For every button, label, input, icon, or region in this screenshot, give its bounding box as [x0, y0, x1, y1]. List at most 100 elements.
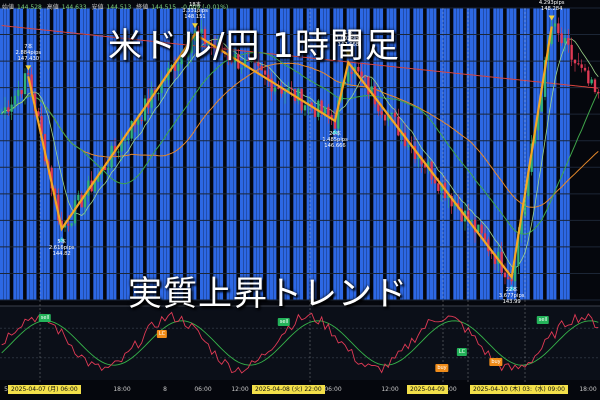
candle-body [117, 151, 120, 153]
session-band [100, 8, 104, 300]
candle-body [263, 70, 267, 75]
chart-subtitle: 実質上昇トレンド [128, 274, 408, 314]
candle-body [520, 215, 523, 234]
change-value: -0.009 (-0.01%) [181, 4, 229, 11]
candle-body [127, 138, 130, 140]
candle-body [383, 114, 387, 121]
candle-body [423, 164, 427, 168]
candle-body [70, 223, 73, 226]
candle-body [393, 112, 397, 117]
annotation-bars: 1本 [344, 30, 353, 37]
candle-body [417, 157, 420, 160]
session-band [313, 8, 317, 300]
chart-title: 米ドル/円 1時間足 [108, 26, 400, 66]
candle-body [570, 44, 573, 60]
candle-body [323, 107, 327, 114]
candle-body [390, 112, 393, 115]
candle-body [377, 104, 380, 112]
session-band [493, 8, 497, 300]
candle-body [360, 71, 363, 77]
candle-body [290, 88, 293, 90]
session-band [456, 8, 460, 300]
candle-body [163, 79, 167, 81]
session-band [520, 8, 524, 300]
candle-body [283, 92, 287, 94]
candle-body [560, 33, 563, 44]
session-band [306, 8, 310, 300]
candle-body [517, 233, 520, 266]
session-band [403, 8, 407, 300]
candle-body [537, 111, 540, 131]
candle-body [227, 54, 230, 60]
candle-body [593, 79, 597, 93]
candle-body [427, 161, 430, 168]
session-band [293, 8, 297, 300]
session-band [80, 8, 84, 300]
session-band [186, 8, 190, 300]
candle-body [190, 40, 193, 54]
candle-body [247, 59, 250, 61]
signal-lc-orange: LC [156, 330, 168, 338]
candle-body [260, 66, 263, 71]
candle-body [420, 157, 423, 165]
session-band [283, 8, 287, 300]
swing-annotation: 1本 1.002pips 147.668 [336, 30, 362, 48]
swing-marker [548, 15, 555, 21]
candle-body [447, 195, 450, 199]
date-tag: 2025-04-08 (火) 22:00 [252, 385, 325, 394]
session-band [320, 8, 324, 300]
session-band [560, 8, 564, 300]
candle-body [373, 86, 377, 105]
candle-body [587, 70, 590, 84]
session-band [296, 8, 300, 300]
session-band [390, 8, 394, 300]
candle-body [413, 145, 417, 160]
session-band [363, 8, 367, 300]
ma-fast [1, 38, 599, 269]
session-band [96, 8, 100, 300]
session-band [56, 8, 60, 300]
candle-body [173, 65, 177, 71]
candle-body [437, 183, 440, 191]
candle-body [83, 195, 87, 208]
candle-body [267, 74, 270, 79]
session-band [546, 8, 550, 300]
session-band [180, 8, 184, 300]
candle-body [387, 114, 390, 121]
session-band [350, 8, 354, 300]
swing-markers [25, 15, 555, 291]
candle-body [130, 121, 133, 139]
annotation-price: 148.284 [540, 6, 563, 13]
candle-body [483, 233, 487, 240]
annotation-price: 143.99 [502, 299, 521, 306]
session-band [60, 8, 64, 300]
swing-marker [25, 65, 32, 71]
candle-body [303, 105, 307, 111]
x-tick-label: 18:00 [113, 386, 131, 393]
candle-body [67, 224, 70, 226]
session-band [126, 8, 130, 300]
session-band [526, 8, 530, 300]
session-band [173, 8, 177, 300]
ma-orange [1, 62, 599, 208]
candle-body [590, 79, 593, 84]
session-band [376, 8, 380, 300]
candle-body [453, 203, 457, 207]
session-band [273, 8, 277, 300]
session-band [513, 8, 517, 300]
candle-body [330, 115, 333, 120]
session-band [486, 8, 490, 300]
session-band [86, 8, 90, 300]
session-band [40, 8, 44, 300]
candle-body [367, 76, 370, 95]
session-band [193, 8, 197, 300]
session-band [563, 8, 567, 300]
candle-body [583, 67, 587, 71]
annotation-pips: 4.293pips [538, 0, 565, 7]
session-band [226, 8, 230, 300]
session-band [33, 8, 37, 300]
session-band [510, 8, 514, 300]
candle-body [180, 54, 183, 65]
